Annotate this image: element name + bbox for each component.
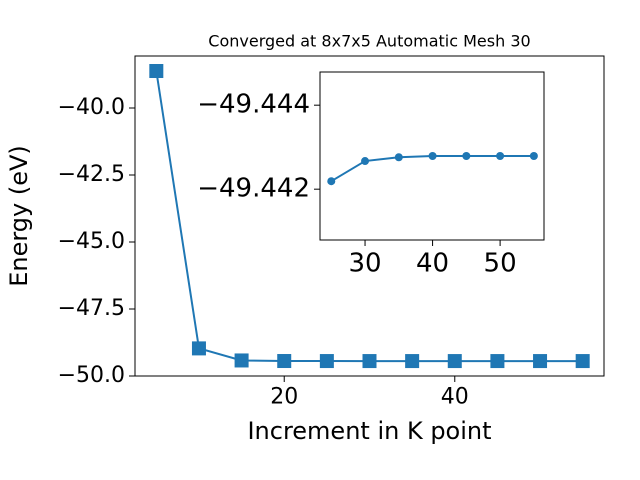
marker <box>234 353 249 368</box>
marker <box>533 354 548 369</box>
y-tick-label: −50.0 <box>58 363 125 388</box>
marker <box>191 341 206 356</box>
x-tick-label: 50 <box>484 249 517 279</box>
y-tick-label: −47.5 <box>58 296 125 321</box>
marker <box>490 354 505 369</box>
marker <box>405 354 420 369</box>
x-tick-label: 20 <box>270 384 298 409</box>
y-tick-label: −42.5 <box>58 162 125 187</box>
y-tick-label: −49.442 <box>197 174 310 204</box>
marker <box>529 152 538 160</box>
axes-frame <box>319 71 545 241</box>
marker <box>575 354 590 369</box>
chart-title: Converged at 8x7x5 Automatic Mesh 30 <box>208 32 530 51</box>
y-axis-label: Energy (eV) <box>5 145 33 287</box>
x-axis-label: Increment in K point <box>247 417 491 445</box>
marker <box>496 152 505 160</box>
axes-frame <box>134 55 605 377</box>
x-tick-label: 40 <box>416 249 449 279</box>
marker <box>361 157 370 166</box>
marker <box>277 354 292 369</box>
marker <box>362 354 377 369</box>
x-tick-label: 30 <box>348 249 381 279</box>
marker <box>327 177 336 186</box>
marker <box>447 354 462 369</box>
x-tick-label: 40 <box>441 384 469 409</box>
marker <box>462 152 471 160</box>
y-tick-label: −45.0 <box>58 229 125 254</box>
y-tick-label: −49.444 <box>197 90 310 120</box>
marker <box>394 153 403 162</box>
marker <box>149 64 164 79</box>
y-tick-label: −40.0 <box>58 95 125 120</box>
marker <box>319 354 334 369</box>
marker <box>428 152 437 160</box>
